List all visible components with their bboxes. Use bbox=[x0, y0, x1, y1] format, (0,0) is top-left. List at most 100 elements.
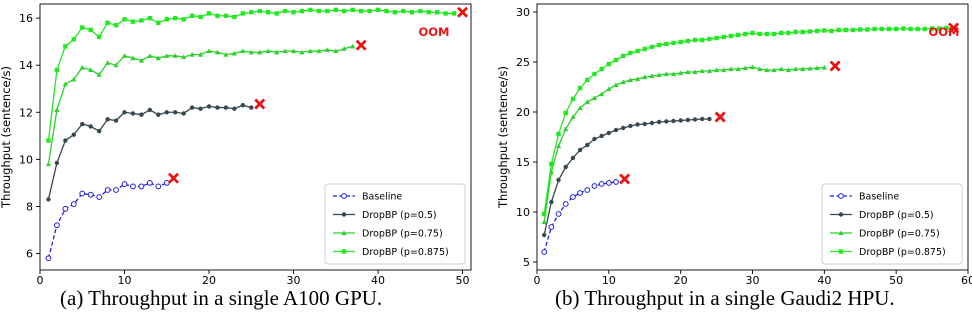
data-point bbox=[206, 11, 212, 16]
data-point bbox=[189, 105, 195, 110]
data-point bbox=[548, 224, 555, 230]
data-point bbox=[605, 180, 612, 186]
data-point bbox=[105, 117, 110, 122]
y-tick-label: 10 bbox=[516, 206, 530, 219]
data-point bbox=[451, 11, 457, 16]
data-point bbox=[274, 49, 280, 55]
data-point bbox=[324, 47, 330, 52]
data-point bbox=[274, 11, 279, 16]
data-point bbox=[692, 37, 698, 43]
oom-x-stroke bbox=[619, 173, 631, 185]
legend-marker bbox=[341, 249, 347, 254]
data-point bbox=[104, 187, 111, 193]
data-point bbox=[63, 44, 68, 49]
data-point bbox=[80, 25, 85, 30]
data-point bbox=[139, 18, 144, 23]
data-point bbox=[299, 49, 305, 55]
oom-x-stroke bbox=[168, 172, 180, 184]
data-point bbox=[585, 77, 590, 83]
data-point bbox=[670, 71, 677, 77]
data-point bbox=[426, 10, 431, 15]
series-line bbox=[543, 181, 617, 253]
data-point bbox=[750, 30, 755, 36]
data-point bbox=[814, 28, 820, 34]
data-point bbox=[316, 8, 322, 14]
data-point bbox=[937, 26, 942, 31]
data-point bbox=[577, 85, 583, 91]
series-line bbox=[47, 182, 168, 259]
data-point bbox=[577, 147, 583, 153]
data-point bbox=[155, 55, 161, 61]
data-point bbox=[164, 53, 170, 58]
data-point bbox=[620, 79, 626, 85]
oom-x-marker bbox=[714, 111, 726, 123]
oom-x-stroke bbox=[714, 111, 726, 123]
data-point bbox=[223, 13, 229, 18]
data-point bbox=[130, 55, 136, 61]
legend-marker bbox=[838, 249, 844, 254]
data-point bbox=[836, 27, 841, 33]
data-point bbox=[299, 8, 305, 14]
data-point bbox=[800, 29, 805, 35]
data-point bbox=[63, 138, 68, 143]
series-0 bbox=[541, 179, 619, 255]
data-point bbox=[606, 61, 612, 67]
data-point bbox=[714, 35, 719, 41]
oom-x-stroke bbox=[948, 22, 960, 34]
data-point bbox=[62, 81, 68, 87]
data-point bbox=[613, 127, 619, 133]
legend-item: DropBP (p=0.5) bbox=[333, 210, 437, 221]
oom-label: OOM bbox=[929, 25, 960, 39]
data-point bbox=[613, 57, 619, 63]
oom-x-marker bbox=[168, 172, 180, 184]
data-point bbox=[793, 29, 798, 35]
data-point bbox=[198, 106, 203, 111]
series-2 bbox=[45, 43, 356, 167]
data-point bbox=[88, 124, 93, 129]
data-point bbox=[850, 27, 856, 33]
legend-marker bbox=[838, 230, 844, 236]
legend-label: Baseline bbox=[362, 192, 402, 203]
data-point bbox=[793, 66, 799, 72]
chart-b: 010203040506051015202530Batch Size per I… bbox=[496, 3, 972, 284]
data-point bbox=[707, 36, 712, 42]
data-point bbox=[707, 116, 712, 122]
data-point bbox=[45, 161, 52, 167]
oom-x-marker bbox=[254, 98, 266, 110]
data-point bbox=[173, 15, 178, 21]
y-tick-label: 12 bbox=[19, 106, 33, 119]
data-point bbox=[757, 66, 763, 72]
data-point bbox=[62, 205, 69, 212]
series-0 bbox=[45, 180, 170, 262]
data-point bbox=[46, 197, 51, 202]
series-2 bbox=[541, 64, 827, 225]
data-point bbox=[699, 68, 705, 74]
x-tick-label: 60 bbox=[961, 274, 972, 284]
x-tick-label: 0 bbox=[534, 274, 541, 284]
data-point bbox=[599, 66, 604, 72]
data-point bbox=[757, 31, 762, 37]
data-point bbox=[692, 69, 698, 75]
data-point bbox=[563, 164, 568, 170]
legend-label: DropBP (p=0.5) bbox=[362, 210, 437, 221]
oom-x-stroke bbox=[457, 6, 469, 18]
data-point bbox=[555, 143, 562, 149]
y-tick-label: 15 bbox=[516, 156, 530, 169]
data-point bbox=[350, 43, 356, 49]
data-point bbox=[181, 17, 186, 22]
legend-marker bbox=[341, 212, 347, 217]
y-tick-label: 14 bbox=[19, 59, 33, 72]
data-point bbox=[130, 19, 136, 24]
series-3 bbox=[541, 25, 949, 217]
data-point bbox=[138, 57, 145, 63]
data-point bbox=[555, 211, 562, 217]
data-point bbox=[206, 48, 212, 54]
y-tick-label: 10 bbox=[19, 153, 33, 166]
data-point bbox=[342, 8, 347, 14]
plot-frame bbox=[39, 3, 472, 271]
caption-b: (b) Throughput in a single Gaudi2 HPU. bbox=[555, 286, 895, 310]
data-point bbox=[922, 26, 928, 32]
data-point bbox=[96, 72, 102, 77]
data-point bbox=[599, 133, 604, 139]
legend-label: DropBP (p=0.875) bbox=[859, 247, 946, 258]
